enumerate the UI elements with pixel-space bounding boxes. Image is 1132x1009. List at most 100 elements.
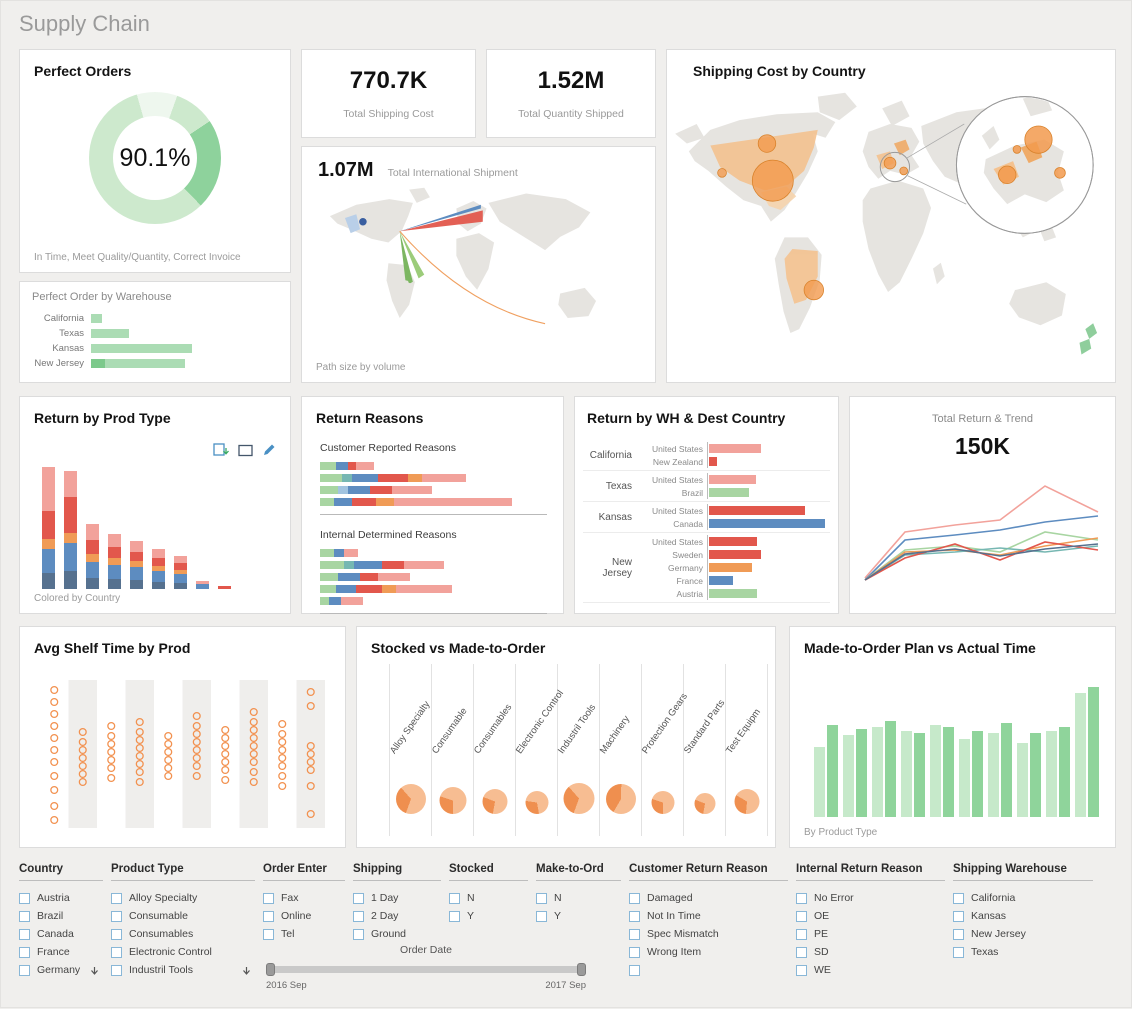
checkbox[interactable] bbox=[263, 910, 274, 922]
filter-option[interactable]: California bbox=[953, 889, 1093, 907]
order-date-slider[interactable] bbox=[266, 962, 586, 978]
filter-option[interactable]: Ground bbox=[353, 925, 441, 943]
shelf-dot[interactable] bbox=[78, 777, 87, 787]
checkbox[interactable] bbox=[796, 964, 807, 976]
shelf-dot[interactable] bbox=[278, 781, 287, 791]
warehouse-bar[interactable] bbox=[91, 329, 129, 338]
shelf-dot[interactable] bbox=[306, 749, 315, 759]
shelf-dot[interactable] bbox=[78, 737, 87, 747]
shelf-dot[interactable] bbox=[278, 761, 287, 771]
shelf-dot[interactable] bbox=[306, 781, 315, 791]
dest-bar[interactable] bbox=[709, 537, 757, 546]
shelf-dot[interactable] bbox=[78, 761, 87, 771]
filter-option[interactable]: N bbox=[449, 889, 528, 907]
perfect-orders-donut[interactable]: 90.1% bbox=[89, 92, 221, 224]
shelf-dot[interactable] bbox=[107, 739, 116, 749]
filter-option[interactable]: Canada bbox=[19, 925, 103, 943]
reason-bar[interactable] bbox=[320, 486, 547, 494]
checkbox[interactable] bbox=[111, 910, 122, 922]
bar-pair[interactable] bbox=[959, 731, 983, 817]
bar-pair[interactable] bbox=[843, 729, 867, 817]
trend-line[interactable] bbox=[864, 545, 1099, 581]
bar-pair[interactable] bbox=[1017, 733, 1041, 817]
checkbox[interactable] bbox=[353, 910, 364, 922]
dest-bar[interactable] bbox=[709, 563, 752, 572]
shelf-dot[interactable] bbox=[135, 759, 144, 769]
filter-option[interactable]: N bbox=[536, 889, 621, 907]
shelf-dot[interactable] bbox=[50, 801, 59, 811]
shelf-dot[interactable] bbox=[306, 757, 315, 767]
shelf-dot[interactable] bbox=[221, 741, 230, 751]
shelf-dot[interactable] bbox=[50, 697, 59, 707]
filter-option[interactable]: Austria bbox=[19, 889, 103, 907]
window-icon[interactable] bbox=[238, 444, 253, 457]
stacked-bar[interactable] bbox=[196, 581, 209, 589]
shelf-dot[interactable] bbox=[249, 707, 258, 717]
checkbox[interactable] bbox=[111, 964, 122, 976]
shelf-dot[interactable] bbox=[192, 711, 201, 721]
filter-option[interactable]: 2 Day bbox=[353, 907, 441, 925]
filter-option[interactable]: SD bbox=[796, 943, 945, 961]
stocked-pie[interactable] bbox=[482, 789, 508, 814]
filter-option[interactable]: Electronic Control bbox=[111, 943, 255, 961]
shelf-dot[interactable] bbox=[107, 721, 116, 731]
bar-pair[interactable] bbox=[1075, 687, 1099, 817]
filter-option[interactable]: Wrong Item bbox=[629, 943, 788, 961]
trend-line[interactable] bbox=[864, 531, 1099, 581]
shelf-dot[interactable] bbox=[306, 701, 315, 711]
filter-option[interactable]: WE bbox=[796, 961, 945, 979]
shelf-dot[interactable] bbox=[192, 753, 201, 763]
shelf-dot[interactable] bbox=[249, 749, 258, 759]
checkbox[interactable] bbox=[19, 892, 30, 904]
checkbox[interactable] bbox=[353, 928, 364, 940]
shelf-dot[interactable] bbox=[221, 757, 230, 767]
reason-bar[interactable] bbox=[320, 597, 547, 605]
stacked-bar[interactable] bbox=[218, 586, 231, 589]
dest-bar[interactable] bbox=[709, 444, 761, 453]
shelf-dot[interactable] bbox=[192, 771, 201, 781]
stocked-pie[interactable] bbox=[694, 793, 716, 814]
checkbox[interactable] bbox=[19, 928, 30, 940]
shelf-dot[interactable] bbox=[164, 763, 173, 773]
filter-option[interactable]: Germany bbox=[19, 961, 103, 979]
stacked-bar[interactable] bbox=[174, 556, 187, 589]
shelf-dot[interactable] bbox=[192, 745, 201, 755]
reason-bar[interactable] bbox=[320, 561, 547, 569]
reason-bar[interactable] bbox=[320, 498, 547, 506]
slider-track[interactable] bbox=[266, 966, 586, 973]
shelf-dot[interactable] bbox=[278, 737, 287, 747]
shelf-dot[interactable] bbox=[78, 727, 87, 737]
shelf-dot[interactable] bbox=[221, 749, 230, 759]
shelf-dot[interactable] bbox=[306, 741, 315, 751]
filter-option[interactable]: Y bbox=[536, 907, 621, 925]
shelf-dot[interactable] bbox=[221, 733, 230, 743]
reason-bar[interactable] bbox=[320, 549, 547, 557]
shelf-dot[interactable] bbox=[249, 741, 258, 751]
checkbox[interactable] bbox=[19, 946, 30, 958]
stacked-bar[interactable] bbox=[86, 524, 99, 589]
checkbox[interactable] bbox=[953, 892, 964, 904]
filter-option[interactable]: Fax bbox=[263, 889, 345, 907]
filter-option[interactable]: Y bbox=[449, 907, 528, 925]
shelf-dot[interactable] bbox=[192, 721, 201, 731]
checkbox[interactable] bbox=[629, 892, 640, 904]
shelf-dot[interactable] bbox=[221, 725, 230, 735]
checkbox[interactable] bbox=[796, 946, 807, 958]
shelf-dot[interactable] bbox=[50, 745, 59, 755]
dest-bar[interactable] bbox=[709, 589, 757, 598]
checkbox[interactable] bbox=[629, 910, 640, 922]
checkbox[interactable] bbox=[353, 892, 364, 904]
shelf-dot[interactable] bbox=[107, 731, 116, 741]
shelf-dot[interactable] bbox=[50, 815, 59, 825]
shelf-dot[interactable] bbox=[306, 809, 315, 819]
reason-bar[interactable] bbox=[320, 462, 547, 470]
stacked-bar[interactable] bbox=[152, 549, 165, 589]
shelf-dot[interactable] bbox=[135, 767, 144, 777]
checkbox[interactable] bbox=[449, 910, 460, 922]
shelf-dot[interactable] bbox=[249, 757, 258, 767]
checkbox[interactable] bbox=[796, 910, 807, 922]
stocked-pie[interactable] bbox=[396, 784, 426, 814]
bar-pair[interactable] bbox=[930, 725, 954, 817]
checkbox[interactable] bbox=[629, 946, 640, 958]
dest-bar[interactable] bbox=[709, 519, 825, 528]
